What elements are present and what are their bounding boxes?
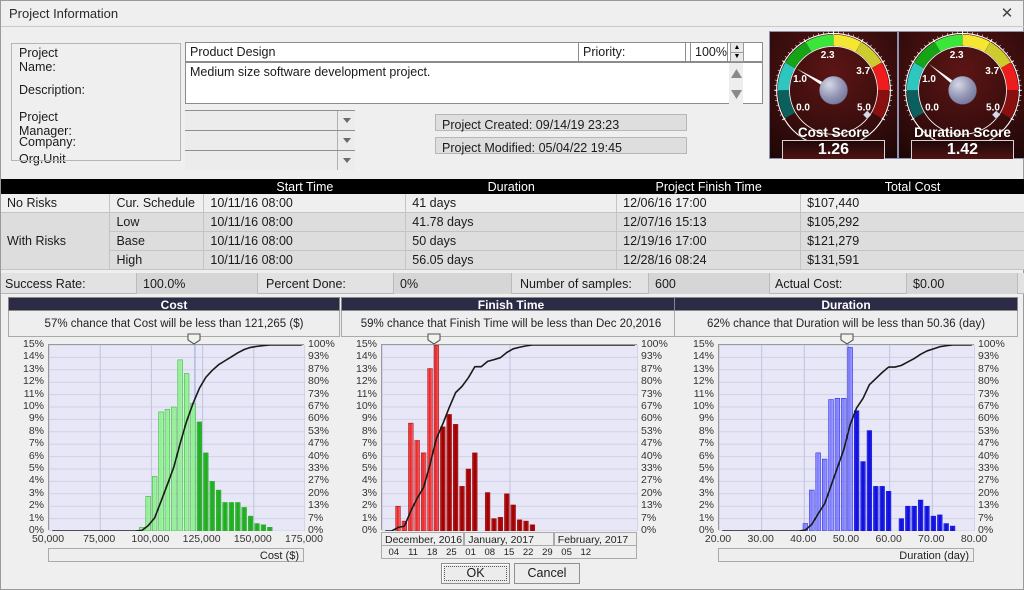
svg-text:2.3: 2.3 (821, 50, 835, 61)
svg-text:1.0: 1.0 (922, 74, 936, 85)
svg-text:2.3: 2.3 (950, 50, 964, 61)
svg-text:1.0: 1.0 (793, 74, 807, 85)
svg-text:5.0: 5.0 (857, 102, 871, 113)
svg-text:0.0: 0.0 (796, 102, 810, 113)
svg-text:3.7: 3.7 (985, 66, 999, 77)
svg-text:5.0: 5.0 (986, 102, 1000, 113)
svg-text:0.0: 0.0 (925, 102, 939, 113)
svg-text:3.7: 3.7 (856, 66, 870, 77)
